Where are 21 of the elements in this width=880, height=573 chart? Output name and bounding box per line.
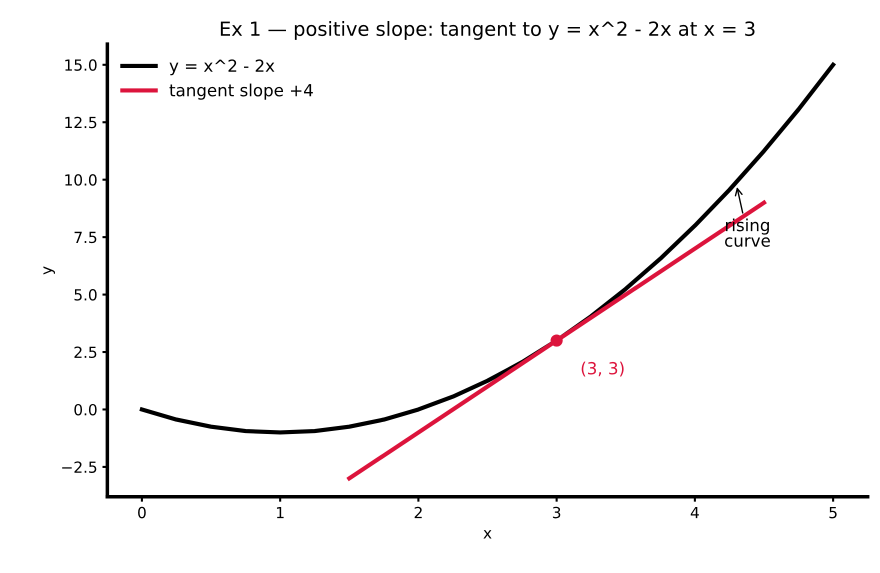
x-tick-label: 2	[414, 506, 422, 518]
y-tick-label: 7.5	[74, 232, 96, 244]
y-tick-label: −2.5	[62, 461, 96, 473]
x-tick-label: 0	[138, 506, 146, 518]
annotation: (3, 3)	[582, 362, 624, 377]
legend-label: y = x^2 - 2x	[170, 59, 274, 76]
x-axis-title: x	[483, 530, 492, 538]
y-tick-label: 12.5	[65, 116, 96, 128]
y-tick-label: 10.0	[65, 174, 97, 186]
y-tick-label: 5.0	[74, 289, 97, 301]
x-tick-label: 1	[276, 506, 284, 518]
y-tick-label: 15.0	[65, 59, 97, 71]
x-tick-label: 4	[690, 506, 699, 518]
y-tick-label: 2.5	[74, 346, 96, 358]
x-tick-label: 5	[829, 506, 837, 518]
chart-title: Ex 1 — positive slope: tangent to y = x^2 - 2x at x = 3	[220, 21, 755, 40]
legend-label: tangent slope +4	[169, 84, 313, 100]
y-tick-label: 0.0	[74, 404, 97, 416]
y-axis-title: y	[43, 266, 55, 275]
x-tick-label: 3	[552, 506, 560, 518]
annotation: rising curve	[725, 218, 770, 247]
